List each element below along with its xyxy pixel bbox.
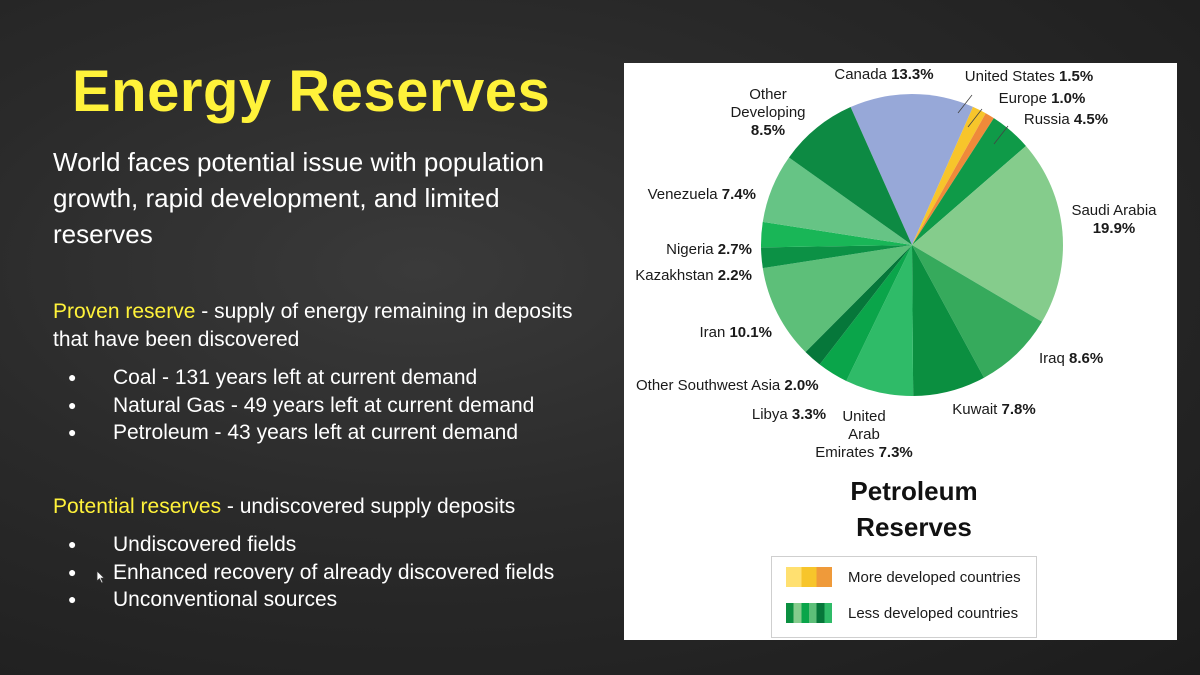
chart-title: Petroleum Reserves: [850, 476, 978, 542]
potential-reserves-definition: - undiscovered supply deposits: [221, 495, 516, 518]
slide-subtitle: World faces potential issue with populat…: [53, 147, 544, 249]
proven-reserve-list: Coal - 131 years left at current demand …: [53, 364, 534, 447]
pie-chart: Canada 13.3% United States 1.5% Europe 1.0…: [635, 66, 1157, 461]
proven-reserve-definition: - supply of energy remaining in deposits…: [53, 300, 573, 351]
slice-label: Iraq 8.6%: [1039, 350, 1103, 367]
leader-line: [993, 125, 1009, 145]
potential-reserves-term: Potential reserves: [53, 495, 222, 518]
pie-slice-iraq: [912, 245, 1043, 378]
slice-label: United Arab Emirates 7.3%: [815, 408, 913, 461]
list-item: Natural Gas - 49 years left at current d…: [53, 392, 534, 420]
legend-swatch: [786, 603, 832, 623]
leader-line: [957, 94, 973, 114]
legend-label: More developed countries: [848, 568, 1021, 586]
legend-item-more-developed: More developed countries: [786, 567, 1021, 587]
potential-reserves-list: Undiscovered fields Enhanced recovery of…: [53, 531, 554, 614]
slide-title: Energy Reserves: [72, 59, 551, 124]
pie-slice-saudi-arabia: [912, 145, 1064, 322]
slice-label: Europe 1.0%: [999, 90, 1086, 107]
slice-label: Other Southwest Asia 2.0%: [636, 377, 819, 394]
leader-line: [967, 108, 983, 128]
slice-label: United States 1.5%: [965, 68, 1093, 85]
pie-slice-other-developing: [788, 107, 912, 245]
pie-slice-united-states: [912, 106, 986, 245]
pie-slice-venezuela: [762, 157, 912, 245]
potential-reserves-heading: Potential reserves - undiscovered supply…: [53, 493, 613, 521]
proven-reserve-term: Proven reserve: [53, 300, 196, 323]
legend-label: Less developed countries: [848, 604, 1019, 622]
pie-slice-russia: [912, 118, 1026, 245]
legend-swatch: [786, 567, 832, 587]
slice-label: Saudi Arabia 19.9%: [1071, 202, 1157, 237]
list-item: Petroleum - 43 years left at current dem…: [53, 419, 534, 447]
pie-slice-united-arab-emirates: [846, 245, 914, 397]
proven-reserve-heading: Proven reserve - supply of energy remain…: [53, 298, 613, 354]
petroleum-reserves-chart: Canada 13.3% United States 1.5% Europe 1.0…: [624, 63, 1177, 640]
pie-slice-canada: [850, 94, 974, 245]
slice-label: Venezuela 7.4%: [648, 186, 756, 203]
slice-label: Nigeria 2.7%: [666, 241, 752, 258]
slice-label: Kuwait 7.8%: [952, 401, 1035, 418]
slice-label: Libya 3.3%: [752, 406, 826, 423]
slice-label: Russia 4.5%: [1024, 111, 1108, 128]
pie-slice-europe: [912, 113, 994, 245]
list-item: Enhanced recovery of already discovered …: [53, 559, 554, 587]
list-item: Undiscovered fields: [53, 531, 554, 559]
pie-slice-other-southwest-asia: [805, 245, 912, 365]
slice-label: Canada 13.3%: [834, 66, 933, 83]
pie-slice-kuwait: [912, 245, 985, 396]
slice-label: Kazakhstan 2.2%: [635, 267, 752, 284]
pie-slice-nigeria: [761, 221, 912, 248]
pie-slice-kazakhstan: [761, 245, 912, 269]
pie-slice-iran: [762, 245, 912, 353]
chart-legend: More developed countries Less developed …: [771, 556, 1037, 638]
slice-label: Other Developing 8.5%: [730, 86, 805, 139]
list-item: Coal - 131 years left at current demand: [53, 364, 534, 392]
pie-slice-libya: [819, 245, 912, 381]
list-item: Unconventional sources: [53, 586, 554, 614]
mouse-pointer-icon: [96, 570, 106, 584]
legend-item-less-developed: Less developed countries: [786, 603, 1018, 623]
slice-label: Iran 10.1%: [699, 324, 772, 341]
